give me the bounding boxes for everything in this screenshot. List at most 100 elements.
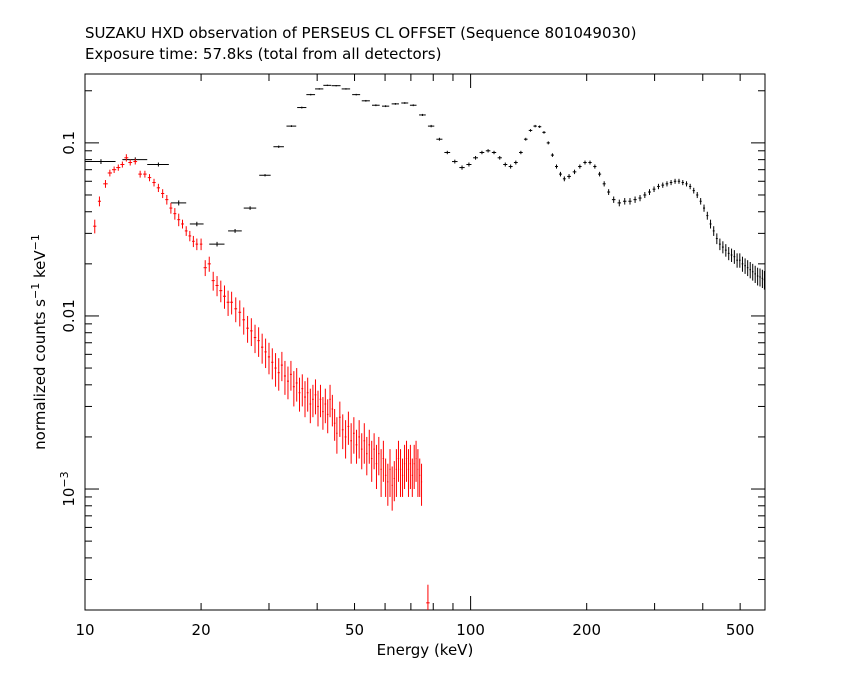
data-point [370, 440, 373, 482]
data-point [497, 155, 502, 160]
data-point [207, 256, 211, 272]
data-point [466, 162, 472, 167]
data-point [243, 206, 257, 210]
data-point [533, 124, 537, 128]
data-point [623, 198, 627, 205]
data-point [756, 267, 759, 286]
data-point [314, 379, 317, 415]
data-point [344, 420, 347, 459]
data-point [260, 333, 264, 364]
data-point [133, 158, 138, 165]
chart-title: SUZAKU HXD observation of PERSEUS CL OFF… [85, 24, 636, 42]
data-point [436, 137, 443, 141]
data-point [199, 238, 203, 251]
data-point [542, 131, 546, 134]
data-point [715, 233, 718, 245]
data-point [257, 327, 260, 357]
data-point [503, 162, 508, 167]
data-point [147, 162, 169, 167]
data-point [170, 200, 187, 206]
data-point [546, 141, 550, 145]
data-point [138, 170, 142, 178]
data-point [103, 180, 108, 188]
data-point [267, 342, 271, 375]
data-point [355, 429, 358, 464]
data-point [479, 150, 485, 155]
data-point [97, 196, 101, 207]
data-point [572, 169, 577, 175]
data-point [550, 153, 554, 157]
data-point [405, 440, 408, 482]
data-point [417, 449, 419, 497]
data-point [295, 368, 298, 402]
data-point [280, 351, 283, 382]
y-axis-label-exp1: −1 [29, 283, 42, 299]
data-point [558, 171, 562, 177]
data-point [277, 358, 280, 391]
y-tick-label: 10−3 [58, 471, 78, 506]
data-point [754, 265, 756, 284]
data-point [331, 84, 341, 87]
data-point [593, 164, 597, 169]
data-point [384, 458, 387, 497]
data-point [297, 106, 307, 109]
data-point [181, 219, 184, 229]
data-point [152, 178, 156, 187]
data-point [219, 280, 223, 303]
data-point [238, 300, 242, 327]
data-point [192, 235, 195, 248]
data-point [724, 244, 727, 257]
data-point [689, 183, 692, 190]
x-tick-label: 500 [726, 621, 755, 639]
data-point [124, 154, 129, 162]
data-point [250, 318, 253, 347]
data-point [665, 181, 669, 187]
data-point [554, 164, 558, 169]
data-point [393, 461, 395, 502]
data-point [389, 449, 391, 497]
chart-subtitle: Exposure time: 57.8ks (total from all de… [85, 45, 441, 63]
data-point [391, 102, 399, 105]
data-point [273, 145, 284, 148]
y-tick-label-base: 0.1 [60, 131, 78, 155]
data-point [209, 241, 225, 247]
data-point [681, 180, 684, 186]
data-point [523, 137, 528, 141]
data-point [315, 88, 324, 90]
y-axis-label-exp2: −1 [29, 234, 42, 250]
data-point [652, 186, 656, 193]
data-point [588, 160, 592, 165]
data-point [395, 449, 398, 497]
data-point [301, 374, 304, 407]
data-point [85, 159, 116, 164]
data-point [419, 458, 421, 497]
data-point [411, 458, 413, 497]
y-axis-label-mid: keV [31, 250, 49, 283]
data-point [380, 449, 382, 497]
data-point [177, 213, 181, 227]
data-point [189, 221, 204, 227]
data-point [749, 261, 752, 279]
data-point [264, 338, 267, 369]
data-point [381, 105, 390, 108]
data-point [699, 198, 702, 205]
data-point [401, 102, 409, 104]
data-point [598, 171, 602, 177]
data-point [401, 458, 404, 497]
data-point [93, 219, 97, 234]
data-point [673, 178, 677, 184]
data-point [744, 258, 746, 274]
data-point [685, 181, 688, 187]
data-point [657, 183, 660, 190]
data-point [184, 226, 188, 236]
data-point [107, 169, 113, 177]
data-point [738, 253, 741, 268]
data-point [709, 219, 712, 229]
data-point [378, 436, 380, 476]
data-point [319, 384, 322, 418]
data-point [228, 228, 242, 233]
data-point [361, 99, 370, 102]
data-point [317, 390, 319, 427]
data-point [567, 174, 571, 179]
x-axis-ticks: 10 20 50 100 200 500 [75, 74, 754, 639]
